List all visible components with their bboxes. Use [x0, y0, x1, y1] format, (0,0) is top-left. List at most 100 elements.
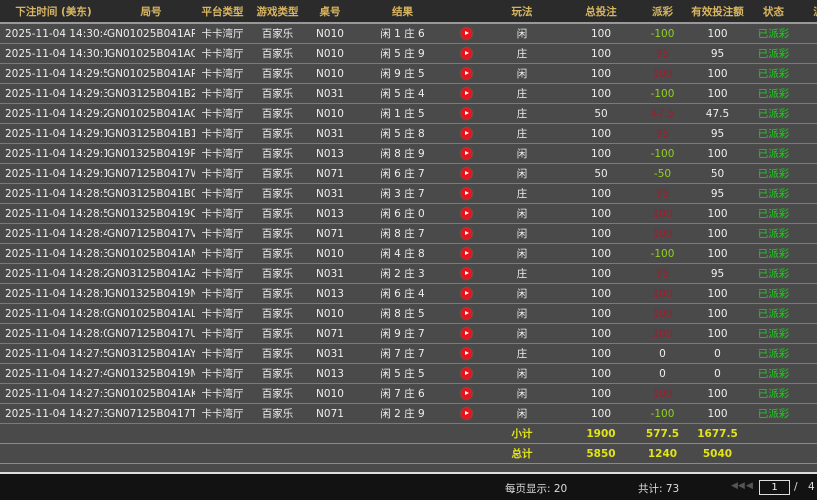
cell-round: GN01025B041AO	[107, 103, 195, 124]
table-row[interactable]: 2025-11-04 14:29:16 GN07125B0417W 卡卡湾厅 百家乐 N…	[0, 163, 817, 184]
video-play-icon[interactable]	[460, 288, 472, 299]
cell-table: N010	[305, 63, 355, 84]
cell-play: 闲	[482, 143, 562, 164]
video-play-icon[interactable]	[460, 188, 472, 199]
cell-result: 闲 8 庄 7	[355, 223, 450, 244]
cell-time: 2025-11-04 14:27:36	[0, 383, 107, 404]
table-row[interactable]: 2025-11-04 14:30:11 GN01025B041AQ 卡卡湾厅 百家乐 N…	[0, 43, 817, 64]
prev-page-icon[interactable]: ◀	[746, 481, 753, 491]
cell-status: 已派彩	[750, 123, 797, 144]
table-row[interactable]: 2025-11-04 14:27:36 GN01025B041AK 卡卡湾厅 百家乐 N…	[0, 383, 817, 404]
video-play-icon[interactable]	[460, 348, 472, 359]
table-row[interactable]: 2025-11-04 14:29:22 GN01025B041AO 卡卡湾厅 百家乐 N…	[0, 103, 817, 124]
cell-valid: 50	[685, 163, 750, 184]
replay-cell	[450, 363, 482, 384]
cell-valid: 0	[685, 343, 750, 364]
header-status[interactable]: 状态	[750, 0, 797, 24]
cell-status: 已派彩	[750, 163, 797, 184]
cell-result: 闲 4 庄 8	[355, 243, 450, 264]
table-row[interactable]: 2025-11-04 14:28:22 GN03125B041AZ 卡卡湾厅 百家乐 N…	[0, 263, 817, 284]
empty-cell	[797, 263, 817, 284]
cell-valid: 100	[685, 403, 750, 424]
video-play-icon[interactable]	[460, 168, 472, 179]
empty-cell	[797, 243, 817, 264]
cell-payout: -100	[640, 23, 685, 44]
video-play-icon[interactable]	[460, 228, 472, 239]
header-extra[interactable]: 派	[797, 0, 817, 24]
video-play-icon[interactable]	[460, 68, 472, 79]
cell-round: GN07125B0417U	[107, 323, 195, 344]
page-size-label: 每页显示: 20	[505, 483, 568, 495]
header-play[interactable]: 玩法	[482, 0, 562, 24]
empty-cell	[797, 403, 817, 424]
cell-platform: 卡卡湾厅	[195, 383, 250, 404]
table-row[interactable]: 2025-11-04 14:29:19 GN03125B041B1 卡卡湾厅 百家乐 N…	[0, 123, 817, 144]
table-row[interactable]: 2025-11-04 14:27:34 GN07125B0417T 卡卡湾厅 百家乐 N…	[0, 403, 817, 424]
cell-game: 百家乐	[250, 383, 305, 404]
header-payout[interactable]: 派彩	[640, 0, 685, 24]
table-row[interactable]: 2025-11-04 14:29:18 GN01325B0419P 卡卡湾厅 百家乐 N…	[0, 143, 817, 164]
header-valid[interactable]: 有效投注额	[685, 0, 750, 24]
header-result[interactable]: 结果	[355, 0, 450, 24]
video-play-icon[interactable]	[460, 88, 472, 99]
cell-status: 已派彩	[750, 23, 797, 44]
header-time[interactable]: 下注时间 (美东)	[0, 0, 107, 24]
empty-cell	[797, 163, 817, 184]
video-play-icon[interactable]	[460, 308, 472, 319]
video-play-icon[interactable]	[460, 48, 472, 59]
table-row[interactable]: 2025-11-04 14:27:55 GN03125B041AY 卡卡湾厅 百家乐 N…	[0, 343, 817, 364]
header-platform[interactable]: 平台类型	[195, 0, 250, 24]
table-row[interactable]: 2025-11-04 14:28:15 GN01325B0419N 卡卡湾厅 百家乐 N…	[0, 283, 817, 304]
cell-result: 闲 8 庄 5	[355, 303, 450, 324]
replay-cell	[450, 383, 482, 404]
header-round[interactable]: 局号	[107, 0, 195, 24]
total-pages-label: 4	[808, 481, 815, 493]
header-bet[interactable]: 总投注	[562, 0, 640, 24]
table-row[interactable]: 2025-11-04 14:28:49 GN07125B0417V 卡卡湾厅 百家乐 N…	[0, 223, 817, 244]
video-play-icon[interactable]	[460, 268, 472, 279]
cell-valid: 100	[685, 383, 750, 404]
replay-cell	[450, 343, 482, 364]
video-play-icon[interactable]	[460, 208, 472, 219]
cell-bet: 50	[562, 103, 640, 124]
table-row[interactable]: 2025-11-04 14:28:53 GN03125B041B0 卡卡湾厅 百家乐 N…	[0, 183, 817, 204]
video-play-icon[interactable]	[460, 388, 472, 399]
video-play-icon[interactable]	[460, 328, 472, 339]
cell-bet: 100	[562, 23, 640, 44]
header-table[interactable]: 桌号	[305, 0, 355, 24]
cell-table: N071	[305, 223, 355, 244]
empty-cell	[797, 103, 817, 124]
cell-payout: 95	[640, 183, 685, 204]
cell-valid: 100	[685, 63, 750, 84]
cell-bet: 100	[562, 243, 640, 264]
cell-status: 已派彩	[750, 303, 797, 324]
video-play-icon[interactable]	[460, 368, 472, 379]
video-play-icon[interactable]	[460, 148, 472, 159]
video-play-icon[interactable]	[460, 128, 472, 139]
table-row[interactable]: 2025-11-04 14:27:49 GN01325B0419M 卡卡湾厅 百家乐 N…	[0, 363, 817, 384]
cell-play: 闲	[482, 363, 562, 384]
table-row[interactable]: 2025-11-04 14:28:03 GN07125B0417U 卡卡湾厅 百家乐 N…	[0, 323, 817, 344]
video-play-icon[interactable]	[460, 28, 472, 39]
cell-table: N071	[305, 163, 355, 184]
cell-valid: 100	[685, 243, 750, 264]
video-play-icon[interactable]	[460, 108, 472, 119]
replay-cell	[450, 43, 482, 64]
header-replay[interactable]	[450, 0, 482, 24]
cell-game: 百家乐	[250, 143, 305, 164]
video-play-icon[interactable]	[460, 248, 472, 259]
first-page-icon[interactable]: ◀◀	[731, 481, 745, 491]
page-number-input[interactable]	[759, 480, 790, 495]
table-row[interactable]: 2025-11-04 14:29:39 GN03125B041B2 卡卡湾厅 百家乐 N…	[0, 83, 817, 104]
table-row[interactable]: 2025-11-04 14:29:50 GN01025B041AP 卡卡湾厅 百家乐 N…	[0, 63, 817, 84]
table-row[interactable]: 2025-11-04 14:28:33 GN01025B041AM 卡卡湾厅 百家乐 N…	[0, 243, 817, 264]
table-row[interactable]: 2025-11-04 14:30:44 GN01025B041AR 卡卡湾厅 百家乐 N…	[0, 23, 817, 44]
video-play-icon[interactable]	[460, 408, 472, 419]
table-row[interactable]: 2025-11-04 14:28:52 GN01325B0419O 卡卡湾厅 百家乐 N…	[0, 203, 817, 224]
header-game[interactable]: 游戏类型	[250, 0, 305, 24]
cell-play: 闲	[482, 203, 562, 224]
replay-cell	[450, 223, 482, 244]
cell-table: N071	[305, 323, 355, 344]
table-row[interactable]: 2025-11-04 14:28:05 GN01025B041AL 卡卡湾厅 百家乐 N…	[0, 303, 817, 324]
empty-cell	[195, 443, 250, 464]
